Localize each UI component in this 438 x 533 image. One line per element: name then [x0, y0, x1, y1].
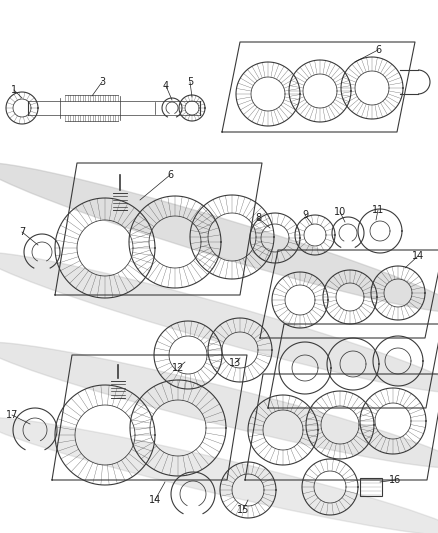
Text: 12: 12 — [172, 363, 184, 373]
Text: 3: 3 — [99, 77, 105, 87]
Text: 6: 6 — [375, 45, 381, 55]
Text: 9: 9 — [302, 210, 308, 220]
Text: 11: 11 — [372, 205, 384, 215]
Ellipse shape — [0, 163, 438, 312]
Text: 17: 17 — [6, 410, 18, 420]
Ellipse shape — [0, 342, 438, 468]
Text: 6: 6 — [167, 170, 173, 180]
Text: 7: 7 — [19, 227, 25, 237]
Text: 8: 8 — [255, 213, 261, 223]
Text: 14: 14 — [412, 251, 424, 261]
Text: 1: 1 — [11, 85, 17, 95]
Text: 14: 14 — [149, 495, 161, 505]
Text: 16: 16 — [389, 475, 401, 485]
Text: 4: 4 — [163, 81, 169, 91]
Text: 10: 10 — [334, 207, 346, 217]
Text: 15: 15 — [237, 505, 249, 515]
Text: 5: 5 — [187, 77, 193, 87]
Ellipse shape — [0, 253, 438, 392]
Ellipse shape — [0, 417, 438, 533]
Bar — [360, 478, 382, 496]
Text: 13: 13 — [229, 358, 241, 368]
